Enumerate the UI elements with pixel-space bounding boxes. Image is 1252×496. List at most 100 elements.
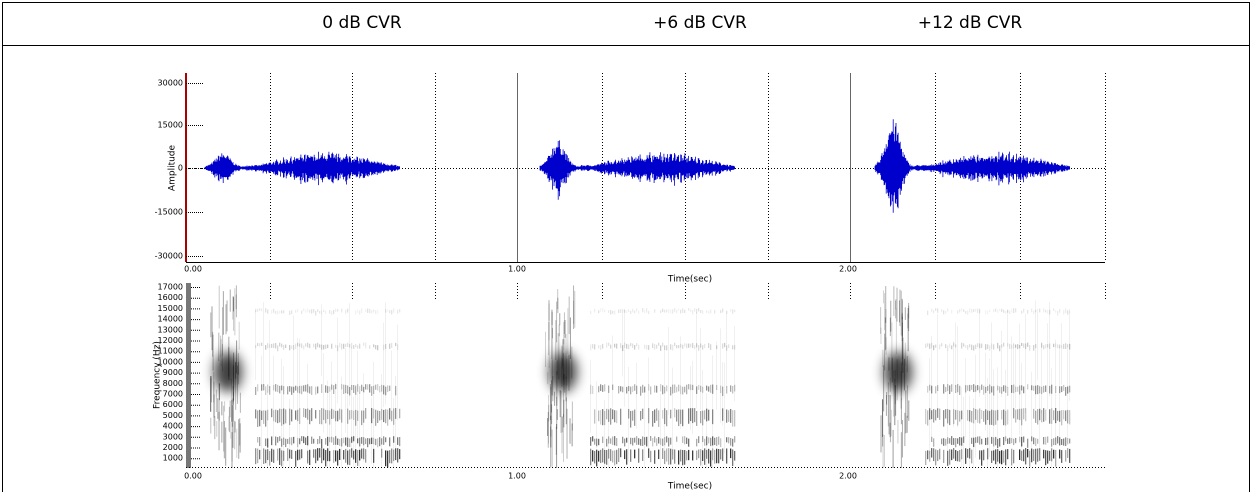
y-tick-label: 1000 <box>163 454 183 463</box>
formant <box>710 450 712 467</box>
formant <box>1013 408 1015 419</box>
formant <box>1013 449 1015 464</box>
noise <box>213 394 215 418</box>
formant <box>1025 343 1027 350</box>
striation <box>973 398 974 468</box>
noise <box>884 333 886 371</box>
formant <box>700 410 702 424</box>
formant <box>381 408 383 420</box>
noise <box>571 401 573 431</box>
formant <box>981 450 983 466</box>
noise <box>221 401 223 416</box>
formant <box>387 385 389 393</box>
formant <box>726 386 728 394</box>
formant <box>1063 343 1065 349</box>
noise <box>890 409 892 437</box>
formant <box>985 409 987 425</box>
formant <box>676 436 678 442</box>
formant <box>965 310 967 314</box>
formant <box>989 384 991 394</box>
formant <box>279 408 281 423</box>
formant <box>720 449 722 460</box>
formant <box>662 448 664 459</box>
formant <box>339 342 341 348</box>
formant <box>317 438 319 445</box>
formant <box>267 309 269 314</box>
formant <box>702 450 704 462</box>
formant <box>1001 344 1003 348</box>
formant <box>953 409 955 425</box>
formant <box>925 408 927 425</box>
formant <box>275 343 277 349</box>
formant <box>676 386 678 393</box>
formant <box>702 345 704 350</box>
formant <box>1049 385 1051 394</box>
formant <box>726 409 728 423</box>
formant <box>279 310 281 314</box>
formant <box>704 343 706 349</box>
striation <box>327 380 328 468</box>
formant <box>618 448 620 462</box>
formant <box>1043 385 1045 393</box>
formant <box>730 448 732 459</box>
formant <box>630 449 632 462</box>
formant <box>355 344 357 348</box>
formant <box>931 410 933 420</box>
noise <box>887 382 889 427</box>
formant <box>287 448 289 461</box>
formant <box>692 309 694 315</box>
formant <box>728 344 730 348</box>
formant <box>630 342 632 347</box>
formant <box>927 410 929 426</box>
noise <box>895 384 897 416</box>
formant <box>383 409 385 423</box>
striation <box>307 363 308 462</box>
formant <box>702 386 704 393</box>
noise <box>562 413 564 462</box>
x-axis-label: Time(sec) <box>667 275 712 285</box>
formant <box>301 385 303 395</box>
formant <box>289 408 291 426</box>
formant <box>951 345 953 350</box>
formant <box>600 449 602 464</box>
noise <box>216 420 218 437</box>
formant <box>939 408 941 420</box>
striation <box>273 355 274 441</box>
formant <box>355 385 357 395</box>
noise <box>901 362 903 400</box>
formant <box>650 436 652 441</box>
formant <box>602 409 604 426</box>
striation <box>1067 343 1068 443</box>
formant <box>684 436 686 445</box>
formant <box>981 384 983 390</box>
formant <box>997 385 999 391</box>
formant <box>369 438 371 445</box>
noise <box>236 428 238 458</box>
formant <box>1045 309 1047 313</box>
formant <box>604 384 606 392</box>
formant <box>267 438 269 448</box>
striation <box>363 373 364 462</box>
burst <box>549 352 577 392</box>
formant <box>961 449 963 460</box>
formant <box>961 308 963 312</box>
waveform <box>204 151 400 186</box>
formant <box>935 308 937 311</box>
formant <box>327 436 329 446</box>
striation <box>1039 385 1040 455</box>
formant <box>335 436 337 445</box>
striation <box>957 326 958 428</box>
noise <box>548 321 550 356</box>
formant <box>664 386 666 394</box>
formant <box>666 410 668 427</box>
formant <box>337 438 339 445</box>
formant <box>1059 344 1061 349</box>
formant <box>353 345 355 349</box>
formant <box>395 448 397 461</box>
formant <box>945 438 947 446</box>
formant <box>375 438 377 446</box>
formant <box>339 408 341 420</box>
formant <box>971 410 973 423</box>
formant <box>1033 449 1035 461</box>
formant <box>708 310 710 314</box>
